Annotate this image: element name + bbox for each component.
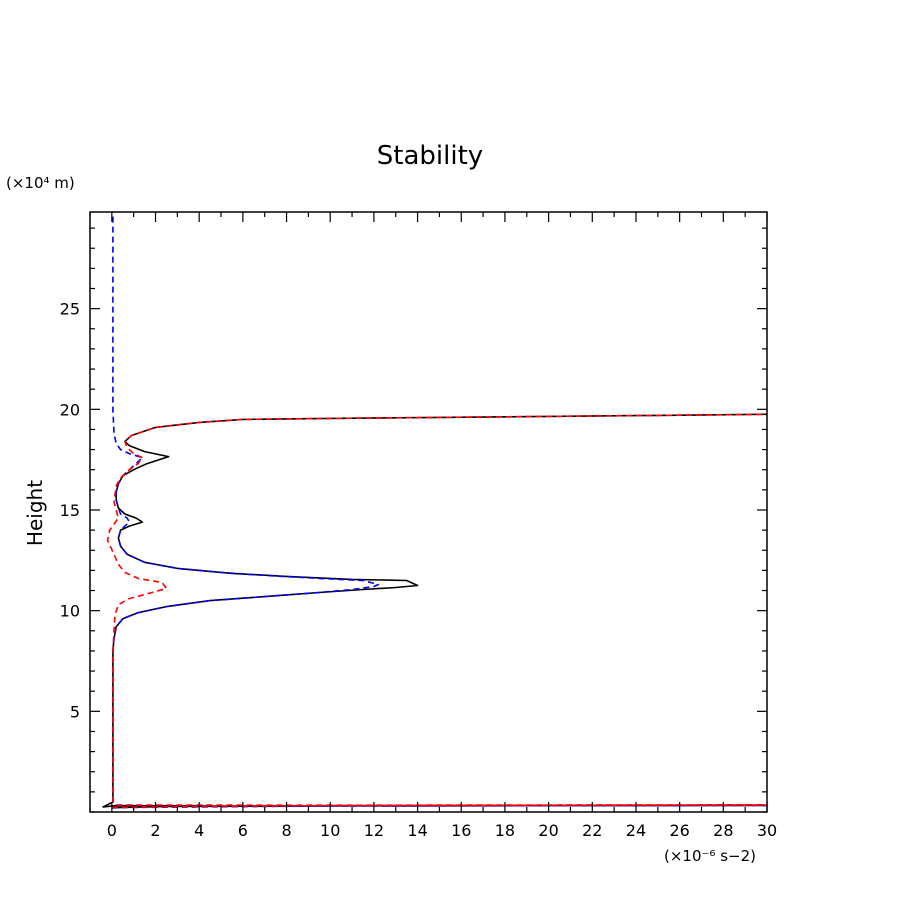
y-unit-label: (×10⁴ m) <box>6 174 75 192</box>
y-tick-label: 15 <box>60 501 80 520</box>
ticks-layer <box>89 212 768 813</box>
x-tick-label: 6 <box>238 821 248 840</box>
chart-title: Stability <box>377 141 483 171</box>
x-tick-label: 0 <box>107 821 117 840</box>
x-tick-label: 10 <box>320 821 340 840</box>
x-tick-label: 28 <box>713 821 733 840</box>
series-line-3 <box>106 413 768 808</box>
x-tick-label: 16 <box>451 821 471 840</box>
x-tick-label: 4 <box>194 821 204 840</box>
x-tick-label: 12 <box>364 821 384 840</box>
x-tick-label: 14 <box>407 821 427 840</box>
x-tick-label: 20 <box>538 821 558 840</box>
x-tick-label: 30 <box>757 821 777 840</box>
x-unit-label: (×10⁻⁶ s−2) <box>664 847 756 865</box>
y-tick-label: 25 <box>60 300 80 319</box>
y-tick-label: 20 <box>60 400 80 419</box>
y-tick-label: 10 <box>60 602 80 621</box>
x-tick-label: 26 <box>669 821 689 840</box>
x-tick-label: 18 <box>495 821 515 840</box>
series-line-1 <box>102 413 768 809</box>
x-tick-label: 8 <box>281 821 291 840</box>
series-layer <box>102 212 768 809</box>
x-tick-label: 24 <box>626 821 646 840</box>
x-tick-label: 22 <box>582 821 602 840</box>
plot-frame <box>89 211 768 813</box>
x-tick-label: 2 <box>150 821 160 840</box>
y-axis-title: Height <box>23 480 47 546</box>
y-tick-label: 5 <box>70 702 80 721</box>
series-line-2 <box>111 212 768 809</box>
